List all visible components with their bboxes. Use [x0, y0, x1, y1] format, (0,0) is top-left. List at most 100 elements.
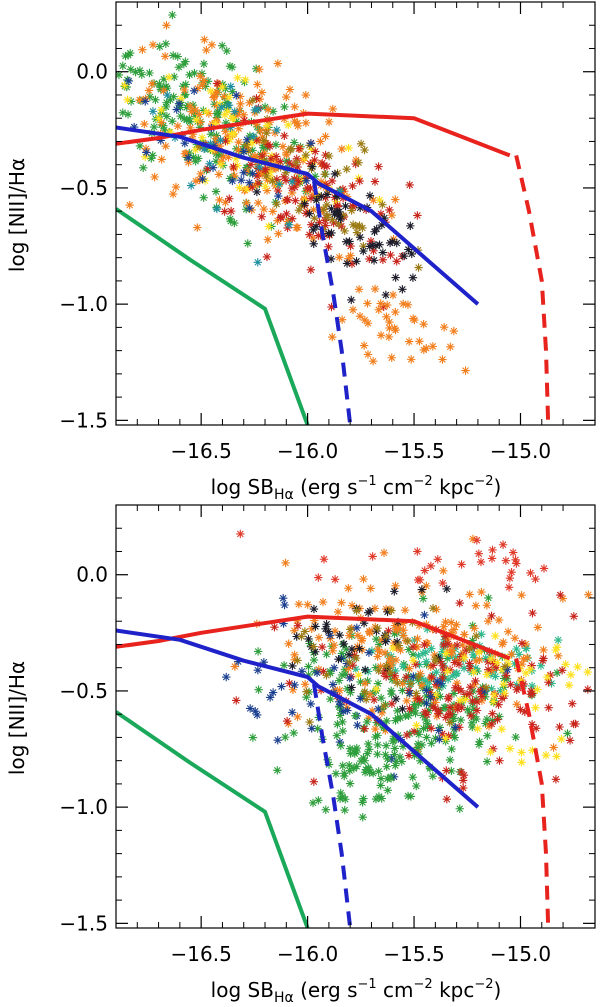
top-scatter-point — [233, 161, 242, 170]
bottom-scatter-point — [451, 723, 460, 732]
bottom-scatter-point — [391, 757, 401, 766]
bottom-scatter-point — [510, 659, 519, 669]
bottom-scatter-point — [505, 744, 515, 753]
top-scatter-point — [262, 252, 272, 262]
top-scatter-point — [253, 80, 262, 89]
top-scatter-point — [213, 107, 222, 117]
top-scatter-point — [135, 141, 145, 151]
bottom-scatter-point — [432, 711, 442, 721]
bottom-scatter-point — [458, 649, 468, 658]
top-scatter-point — [366, 237, 376, 246]
top-scatter-point — [408, 273, 418, 282]
top-scatter-point — [268, 107, 278, 116]
bottom-scatter-point — [449, 714, 458, 723]
top-scatter-point — [335, 253, 344, 262]
bottom-scatter-point — [371, 622, 380, 632]
top-scatter-point — [168, 10, 177, 20]
bottom-scatter-point — [300, 627, 310, 636]
top-scatter-point — [252, 187, 262, 197]
top-scatter-point — [162, 83, 172, 93]
bottom-scatter-point — [507, 650, 516, 659]
bottom-scatter-point — [583, 685, 592, 694]
bottom-scatter-point — [360, 687, 369, 696]
top-scatter-point — [199, 76, 209, 85]
top-scatter-point — [386, 250, 395, 260]
top-scatter-point — [222, 46, 231, 56]
top-scatter-point — [306, 139, 316, 148]
top-scatter-point — [261, 182, 270, 191]
bottom-scatter-point — [467, 718, 477, 728]
bottom-scatter-point — [471, 601, 481, 610]
top-scatter-point — [229, 162, 238, 172]
bottom-scatter-point — [404, 686, 414, 695]
bottom-scatter-point — [454, 700, 463, 710]
bottom-scatter-point — [527, 720, 537, 729]
bottom-scatter-point — [383, 786, 392, 795]
bottom-scatter-point — [391, 655, 401, 665]
bottom-xtick-label: −15.5 — [383, 942, 444, 966]
top-scatter-point — [290, 182, 300, 192]
bottom-scatter-point — [451, 669, 461, 679]
top-scatter-point — [181, 57, 190, 66]
bottom-scatter-point — [528, 689, 537, 698]
bottom-scatter-point — [399, 662, 408, 671]
top-scatter-point — [461, 366, 470, 375]
top-scatter-point — [310, 155, 319, 165]
bottom-scatter-point — [483, 657, 493, 667]
bottom-scatter-point — [345, 761, 354, 770]
bottom-scatter-point — [488, 744, 498, 754]
bottom-scatter-point — [386, 667, 395, 677]
bottom-scatter-point — [383, 754, 392, 764]
top-scatter-point — [354, 174, 363, 183]
bottom-scatter-point — [365, 690, 375, 699]
bottom-scatter-point — [371, 663, 380, 672]
top-scatter-point — [227, 62, 237, 72]
top-scatter-point — [218, 161, 228, 170]
bottom-scatter-point — [499, 638, 508, 647]
bottom-scatter-point — [408, 773, 417, 782]
top-scatter-point — [207, 119, 217, 129]
bottom-scatter-point — [438, 661, 447, 671]
bottom-scatter-point — [340, 805, 349, 815]
top-scatter-point — [360, 145, 369, 155]
bottom-scatter-point — [355, 644, 364, 653]
bottom-scatter-point — [369, 695, 379, 704]
bottom-scatter-point — [505, 574, 515, 583]
top-scatter-point — [135, 66, 145, 75]
bottom-scatter-point — [488, 697, 498, 706]
bottom-scatter-point — [379, 548, 389, 557]
top-scatter-point — [273, 59, 283, 68]
bottom-scatter-point — [450, 733, 460, 742]
bottom-scatter-point — [420, 610, 429, 620]
bottom-scatter-point — [473, 666, 482, 676]
top-scatter-point — [347, 206, 356, 215]
bottom-scatter-point — [525, 665, 535, 674]
top-scatter-point — [305, 209, 314, 218]
bottom-scatter-point — [384, 626, 393, 636]
bottom-scatter-point — [288, 685, 298, 694]
top-scatter-point — [235, 92, 245, 101]
bottom-scatter-point — [487, 684, 496, 693]
bottom-scatter-point — [514, 683, 523, 693]
bottom-scatter-point — [222, 672, 231, 682]
top-scatter-point — [330, 209, 339, 219]
bottom-scatter-point — [336, 788, 345, 798]
bottom-xtick-label: −16.0 — [277, 942, 338, 966]
bottom-scatter-point — [279, 619, 288, 628]
top-scatter-point — [188, 130, 198, 139]
top-scatter-point — [422, 343, 431, 353]
bottom-scatter-point — [557, 666, 567, 675]
bottom-scatter-point — [331, 769, 341, 778]
bottom-scatter-point — [372, 718, 381, 727]
bottom-scatter-point — [382, 661, 391, 670]
top-scatter-point — [221, 84, 230, 93]
bottom-scatter-point — [359, 753, 368, 763]
bottom-scatter-point — [457, 703, 466, 713]
bottom-scatter-point — [422, 733, 431, 742]
top-scatter-point — [224, 153, 233, 162]
top-scatter-point — [307, 220, 316, 229]
bottom-scatter-point — [251, 706, 260, 716]
bottom-scatter-point — [408, 642, 418, 652]
top-scatter-point — [241, 75, 250, 85]
bottom-scatter-point — [399, 625, 408, 635]
